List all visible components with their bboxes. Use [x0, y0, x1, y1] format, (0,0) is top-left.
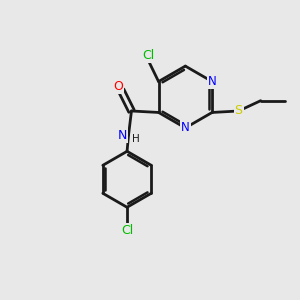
Text: Cl: Cl — [121, 224, 133, 237]
Text: N: N — [117, 129, 127, 142]
Text: N: N — [208, 75, 217, 88]
Text: H: H — [132, 134, 140, 144]
Text: S: S — [235, 104, 243, 118]
Text: O: O — [113, 80, 123, 93]
Text: N: N — [181, 122, 190, 134]
Text: Cl: Cl — [142, 50, 154, 62]
